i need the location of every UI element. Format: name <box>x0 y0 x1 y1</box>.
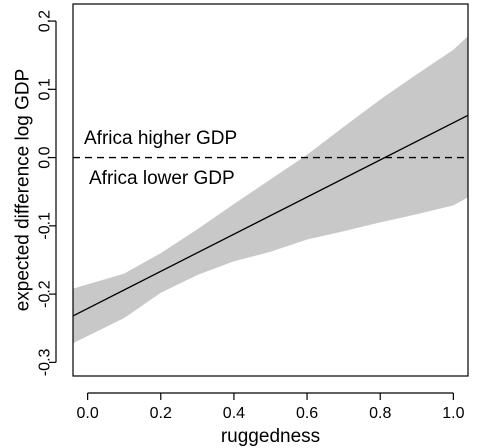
x-tick-label: 0.6 <box>296 405 318 422</box>
x-tick-label: 0.4 <box>223 405 245 422</box>
x-tick-label: 0.2 <box>150 405 172 422</box>
annotation-africa-higher: Africa higher GDP <box>84 128 237 149</box>
annotation-africa-lower: Africa lower GDP <box>89 168 235 189</box>
x-tick-label: 0.0 <box>77 405 99 422</box>
plot-border <box>72 3 469 377</box>
mean-line <box>72 114 469 317</box>
y-tick-label: -0.3 <box>37 348 54 376</box>
axes: 0.0 0.2 0.4 0.6 0.8 1.0 -0.3 -0.2 -0.1 0.0 0.1 0.2 <box>37 3 469 422</box>
plot-area <box>72 36 469 344</box>
y-axis-label: expected difference log GDP <box>13 69 34 312</box>
y-tick-label: 0.2 <box>37 10 54 32</box>
y-tick-label: 0.1 <box>37 78 54 100</box>
y-tick-label: -0.2 <box>37 280 54 308</box>
y-tick-label: 0.0 <box>37 146 54 168</box>
x-tick-label: 1.0 <box>442 405 464 422</box>
y-tick-label: -0.1 <box>37 212 54 240</box>
confidence-band <box>73 36 468 344</box>
x-tick-label: 0.8 <box>369 405 391 422</box>
x-axis-label: ruggedness <box>221 426 320 447</box>
